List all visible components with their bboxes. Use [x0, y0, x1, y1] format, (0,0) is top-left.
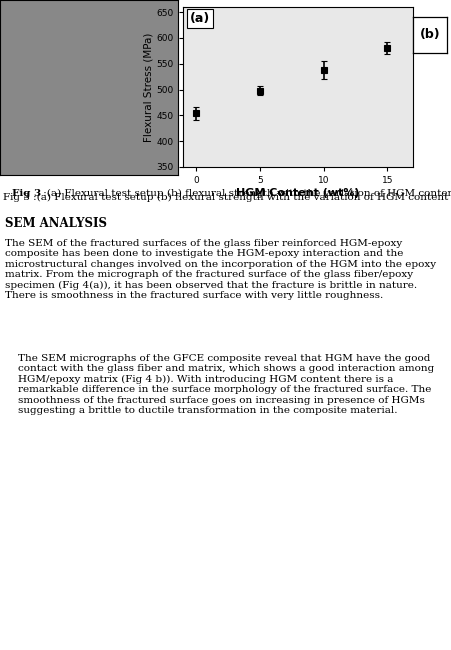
Text: Fig 3: Fig 3 — [12, 189, 41, 198]
Text: (a): (a) — [190, 12, 210, 25]
Text: The SEM micrographs of the GFCE composite reveal that HGM have the good contact : The SEM micrographs of the GFCE composit… — [18, 354, 434, 415]
Text: (b): (b) — [420, 28, 440, 41]
Y-axis label: Flexural Stress (MPa): Flexural Stress (MPa) — [144, 32, 154, 142]
Text: Fig 3 :(a) Flexural test setup (b) flexural strength with the variation of HGM c: Fig 3 :(a) Flexural test setup (b) flexu… — [3, 193, 448, 202]
Text: The SEM of the fractured surfaces of the glass fiber reinforced HGM-epoxy compos: The SEM of the fractured surfaces of the… — [5, 239, 436, 300]
Text: SEM ANALYSIS: SEM ANALYSIS — [5, 217, 106, 230]
X-axis label: HGM Content (wt%): HGM Content (wt%) — [236, 188, 360, 198]
Text: :(a) Flexural test setup (b) flexural strength with the variation of HGM content: :(a) Flexural test setup (b) flexural st… — [40, 189, 451, 198]
